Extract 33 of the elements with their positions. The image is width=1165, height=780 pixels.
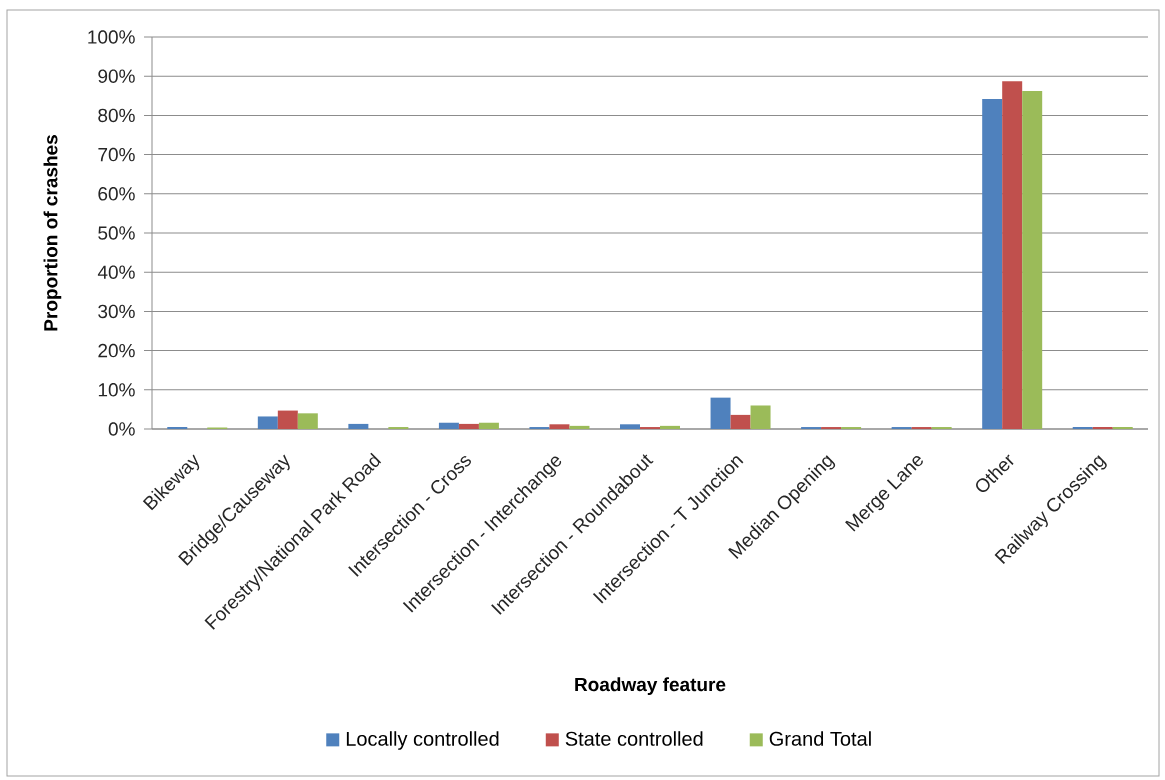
x-axis-title: Roadway feature (575, 677, 726, 696)
bar (660, 425, 680, 429)
bar (1002, 81, 1023, 429)
y-tick-label: 40% (97, 265, 135, 279)
bar (458, 423, 479, 429)
y-tick-label: 50% (98, 226, 135, 240)
bar (569, 425, 590, 429)
y-tick-label: 80% (98, 108, 135, 123)
legend-label: Locally controlled (346, 731, 499, 750)
bar (297, 413, 318, 429)
legend-label: Grand Total (769, 731, 871, 746)
bar (277, 410, 298, 429)
legend-label: State controlled (565, 731, 703, 746)
y-tick-label: 10% (98, 383, 135, 397)
y-tick-label: 60% (98, 187, 135, 201)
bar (620, 424, 641, 429)
bar (348, 423, 369, 429)
y-axis-title: Proportion of crashes (43, 135, 62, 331)
y-tick-label: 30% (98, 304, 135, 319)
y-tick-label: 70% (98, 147, 135, 162)
y-tick-label: 100% (88, 30, 135, 44)
bar (730, 414, 751, 429)
bar (1022, 91, 1043, 429)
bar (478, 422, 499, 429)
bar (710, 397, 731, 429)
bar (257, 416, 278, 429)
bar (982, 98, 1003, 429)
bar (438, 422, 459, 429)
y-tick-label: 0% (108, 422, 135, 436)
y-tick-label: 90% (98, 69, 135, 83)
y-tick-label: 20% (98, 343, 135, 358)
bar (549, 424, 570, 429)
bar (750, 405, 771, 429)
